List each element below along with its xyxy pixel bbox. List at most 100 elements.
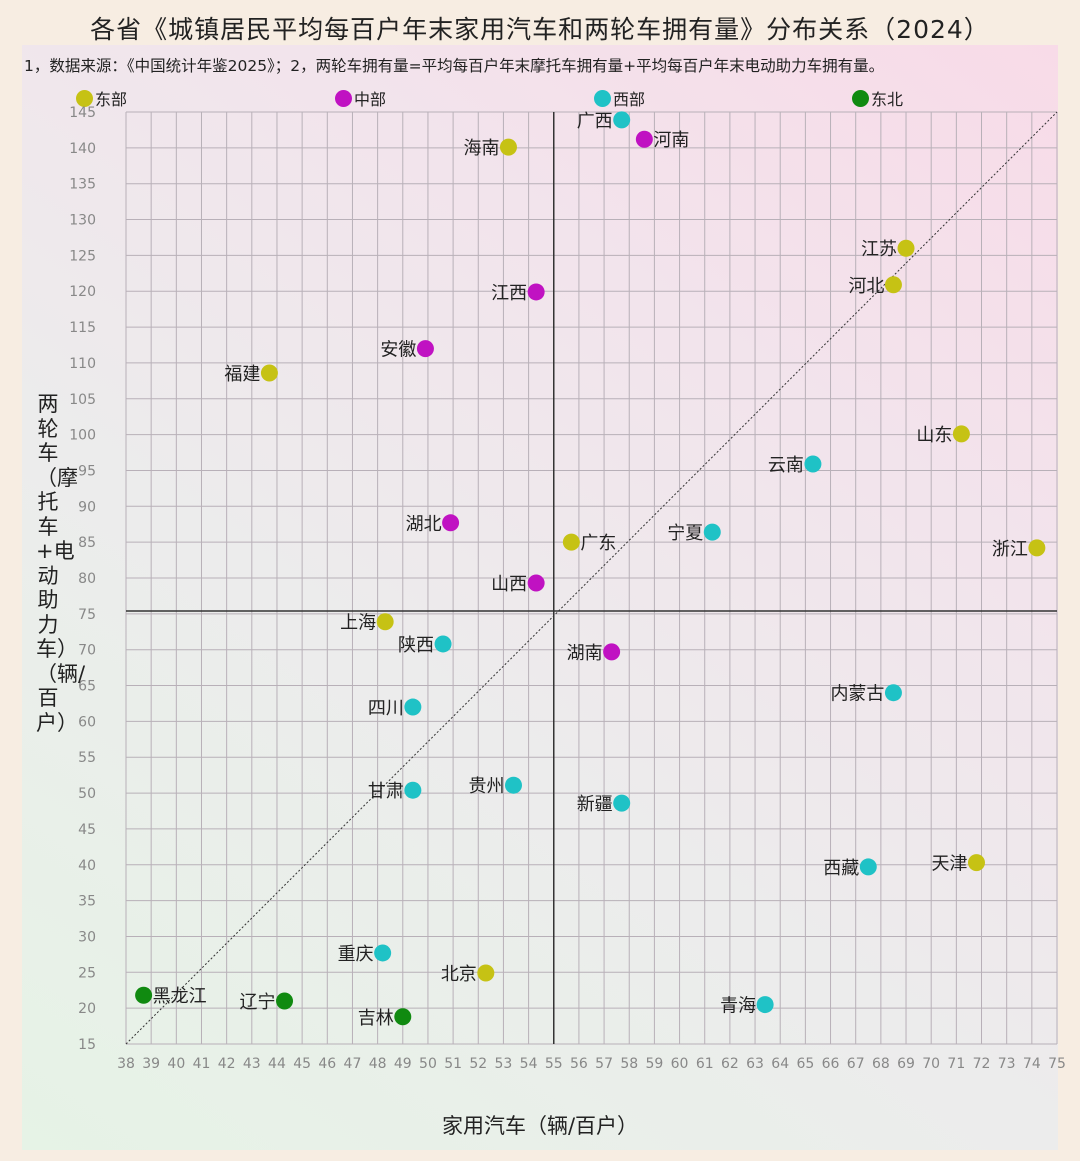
x-axis-label: 家用汽车（辆/百户） bbox=[441, 1114, 639, 1138]
y-tick-label: 95 bbox=[78, 463, 96, 479]
x-tick-label: 51 bbox=[444, 1056, 462, 1072]
data-point-山西 bbox=[527, 574, 545, 592]
x-tick-label: 61 bbox=[696, 1056, 714, 1072]
data-label: 青海 bbox=[720, 996, 756, 1017]
data-point-吉林 bbox=[394, 1008, 412, 1026]
data-label: 福建 bbox=[224, 364, 260, 385]
data-point-湖南 bbox=[603, 643, 621, 661]
x-tick-label: 63 bbox=[746, 1056, 764, 1072]
legend-label: 中部 bbox=[354, 90, 387, 109]
data-point-新疆 bbox=[613, 794, 631, 812]
legend-label: 东部 bbox=[95, 90, 128, 109]
data-point-西藏 bbox=[859, 858, 877, 876]
chart-title: 各省《城镇居民平均每百户年末家用汽车和两轮车拥有量》分布关系（2024） bbox=[90, 15, 990, 44]
legend-item-east: 东部 bbox=[76, 86, 127, 110]
x-tick-label: 66 bbox=[822, 1056, 840, 1072]
data-label: 江西 bbox=[491, 283, 527, 304]
legend-item-west: 西部 bbox=[594, 86, 645, 110]
x-tick-label: 62 bbox=[721, 1056, 739, 1072]
data-label: 云南 bbox=[768, 455, 804, 476]
x-tick-label: 49 bbox=[394, 1056, 412, 1072]
data-point-江西 bbox=[527, 283, 545, 301]
data-point-上海 bbox=[376, 613, 394, 631]
data-label: 宁夏 bbox=[667, 523, 703, 544]
y-tick-label: 45 bbox=[78, 822, 96, 838]
data-label: 安徽 bbox=[380, 340, 416, 361]
data-label: 上海 bbox=[340, 613, 376, 634]
x-tick-label: 64 bbox=[771, 1056, 789, 1072]
data-label: 浙江 bbox=[992, 539, 1028, 560]
data-point-云南 bbox=[804, 455, 822, 473]
data-label: 贵州 bbox=[468, 776, 504, 797]
x-tick-label: 65 bbox=[796, 1056, 814, 1072]
data-point-天津 bbox=[967, 854, 985, 872]
x-tick-label: 52 bbox=[469, 1056, 487, 1072]
y-tick-label: 75 bbox=[78, 607, 96, 623]
x-tick-label: 67 bbox=[847, 1056, 865, 1072]
data-label: 辽宁 bbox=[240, 992, 276, 1013]
chart-background bbox=[22, 45, 1058, 1150]
data-label: 湖北 bbox=[406, 514, 442, 535]
data-point-安徽 bbox=[416, 340, 434, 358]
x-tick-label: 56 bbox=[570, 1056, 588, 1072]
x-tick-label: 47 bbox=[344, 1056, 362, 1072]
x-tick-label: 45 bbox=[293, 1056, 311, 1072]
data-label: 广东 bbox=[580, 533, 616, 554]
x-tick-label: 58 bbox=[620, 1056, 638, 1072]
data-point-陕西 bbox=[434, 635, 452, 653]
data-point-海南 bbox=[499, 138, 517, 156]
legend-marker bbox=[76, 89, 93, 107]
data-point-辽宁 bbox=[276, 992, 294, 1010]
x-tick-label: 44 bbox=[268, 1056, 286, 1072]
legend-item-central: 中部 bbox=[335, 86, 386, 110]
data-point-重庆 bbox=[374, 944, 392, 962]
legend-marker bbox=[594, 89, 611, 107]
x-tick-label: 73 bbox=[998, 1056, 1016, 1072]
legend-marker bbox=[335, 89, 352, 107]
y-tick-label: 35 bbox=[78, 894, 96, 910]
data-label: 天津 bbox=[931, 854, 967, 875]
y-tick-label: 145 bbox=[69, 105, 96, 121]
y-tick-label: 120 bbox=[69, 284, 96, 300]
data-point-福建 bbox=[260, 364, 278, 382]
legend-label: 西部 bbox=[613, 90, 646, 109]
data-point-甘肃 bbox=[404, 781, 422, 799]
y-tick-label: 65 bbox=[78, 679, 96, 695]
data-label: 山东 bbox=[916, 425, 952, 446]
y-tick-label: 125 bbox=[69, 248, 96, 264]
x-tick-label: 54 bbox=[520, 1056, 538, 1072]
y-tick-label: 60 bbox=[78, 714, 96, 730]
data-point-江苏 bbox=[897, 239, 915, 257]
y-tick-label: 80 bbox=[78, 571, 96, 587]
x-tick-label: 70 bbox=[922, 1056, 940, 1072]
x-tick-label: 75 bbox=[1048, 1056, 1066, 1072]
x-tick-label: 42 bbox=[218, 1056, 236, 1072]
data-label: 四川 bbox=[368, 698, 404, 719]
data-point-北京 bbox=[477, 964, 495, 982]
y-tick-label: 140 bbox=[69, 141, 96, 157]
data-label: 甘肃 bbox=[368, 781, 404, 802]
data-label: 河南 bbox=[653, 130, 689, 151]
legend-marker bbox=[852, 89, 869, 107]
x-tick-label: 53 bbox=[495, 1056, 513, 1072]
x-tick-label: 38 bbox=[117, 1056, 135, 1072]
data-point-广东 bbox=[562, 533, 580, 551]
data-point-河南 bbox=[635, 130, 653, 148]
y-tick-label: 15 bbox=[78, 1037, 96, 1053]
y-tick-label: 20 bbox=[78, 1001, 96, 1017]
y-tick-label: 25 bbox=[78, 965, 96, 981]
y-tick-label: 30 bbox=[78, 929, 96, 945]
x-tick-label: 71 bbox=[947, 1056, 965, 1072]
y-tick-label: 55 bbox=[78, 750, 96, 766]
x-tick-label: 50 bbox=[419, 1056, 437, 1072]
y-tick-label: 90 bbox=[78, 499, 96, 515]
x-tick-label: 74 bbox=[1023, 1056, 1041, 1072]
y-axis-label: 两轮车（摩托车+电动助力车）（辆/百户） bbox=[36, 392, 85, 735]
y-tick-label: 100 bbox=[69, 428, 96, 444]
data-label: 新疆 bbox=[577, 794, 613, 815]
legend-item-northeast: 东北 bbox=[852, 86, 903, 110]
legend-label: 东北 bbox=[871, 90, 904, 109]
x-tick-label: 48 bbox=[369, 1056, 387, 1072]
data-point-河北 bbox=[884, 276, 902, 294]
